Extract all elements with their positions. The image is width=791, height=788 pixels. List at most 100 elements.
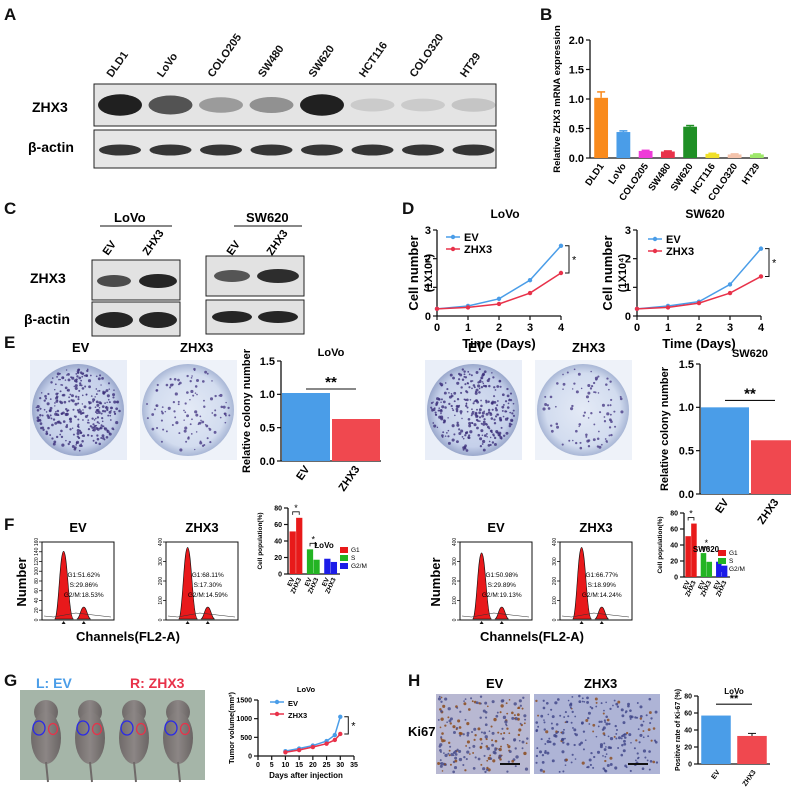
colony — [54, 421, 58, 425]
colony — [506, 417, 509, 420]
colony — [460, 412, 462, 415]
data-point — [758, 274, 764, 279]
colony — [203, 399, 205, 402]
colony — [587, 417, 590, 419]
y-tick-label: 20 — [684, 744, 692, 751]
ihc-nucleus — [608, 722, 611, 726]
ihc-nucleus — [637, 757, 639, 760]
y-tick-label: 300 — [158, 557, 164, 566]
colony — [50, 417, 53, 420]
colony — [470, 414, 473, 417]
ihc-nucleus — [490, 725, 493, 728]
colony — [115, 407, 119, 411]
colony — [479, 444, 483, 448]
ihc-nucleus — [647, 735, 650, 738]
colony — [193, 369, 196, 372]
y-tick-label: 100 — [34, 567, 40, 576]
colony — [501, 405, 505, 409]
cycle-stat: G1:68.11% — [192, 572, 224, 579]
c-lovo-title: LoVo — [114, 210, 146, 225]
ihc-nucleus — [574, 715, 577, 718]
ihc-nucleus — [641, 767, 645, 771]
colony — [40, 392, 43, 394]
ihc-nucleus — [517, 733, 521, 737]
ihc-nucleus — [617, 736, 621, 740]
ihc-nucleus — [475, 701, 479, 705]
y-axis-label: Cell population(%) — [657, 516, 664, 573]
h-zhx3-label: ZHX3 — [584, 676, 617, 691]
ihc-nucleus — [648, 711, 652, 715]
ihc-nucleus — [648, 768, 651, 771]
ihc-nucleus — [440, 696, 443, 699]
colony — [431, 409, 434, 412]
colony — [481, 434, 484, 437]
ihc-nucleus — [477, 727, 481, 731]
colony — [480, 429, 484, 433]
legend-label: S — [729, 558, 734, 565]
colony — [610, 433, 613, 437]
ihc-nucleus — [578, 694, 581, 698]
ihc-nucleus — [497, 731, 500, 734]
colony — [92, 429, 94, 432]
ihc-nucleus — [491, 731, 495, 735]
colony — [197, 423, 200, 426]
significance-mark: * — [312, 534, 316, 544]
peak-marker — [61, 621, 66, 624]
ihc-nucleus — [604, 759, 607, 763]
a-lane-label: SW620 — [307, 43, 338, 79]
ihc-nucleus — [609, 756, 613, 760]
colony — [206, 437, 209, 440]
colony — [100, 412, 103, 415]
colony — [78, 449, 81, 452]
ihc-nucleus — [542, 706, 546, 710]
colony — [556, 425, 560, 429]
colony — [480, 404, 483, 408]
y-tick-label: 1 — [625, 282, 631, 294]
ihc-nucleus — [444, 753, 448, 758]
colony — [162, 428, 165, 431]
colony — [186, 374, 189, 378]
colony — [58, 378, 60, 381]
colony — [104, 427, 108, 431]
colony — [39, 407, 42, 410]
colony — [501, 409, 504, 412]
legend-marker — [274, 711, 280, 717]
ihc-nucleus — [605, 746, 607, 748]
x-tick-label: 5 — [270, 762, 274, 769]
colony — [452, 409, 455, 412]
b-bar — [727, 154, 742, 158]
colony — [509, 392, 513, 395]
colony — [82, 409, 84, 411]
colony — [502, 403, 505, 406]
ihc-nucleus — [535, 721, 539, 724]
cycle-stat: S:29.89% — [488, 582, 516, 589]
y-tick-label: 0 — [278, 571, 282, 578]
ihc-nucleus — [485, 738, 488, 741]
ihc-nucleus — [541, 753, 545, 757]
ihc-nucleus — [484, 723, 488, 727]
colony — [199, 441, 203, 445]
colony — [83, 405, 87, 409]
a-lane-label: DLD1 — [105, 49, 131, 79]
colony — [81, 403, 84, 405]
colony — [606, 377, 609, 380]
chart-title: SW620 — [685, 207, 725, 221]
colony — [447, 441, 451, 445]
ihc-nucleus — [464, 718, 467, 721]
ihc-nucleus — [538, 750, 543, 754]
colony — [151, 413, 155, 416]
colony — [587, 391, 591, 395]
g1-peak — [472, 552, 492, 620]
colony — [592, 438, 596, 442]
colony — [572, 439, 574, 442]
a-actin-band — [402, 144, 444, 156]
ihc-nucleus — [605, 701, 607, 704]
ihc-nucleus — [571, 753, 574, 756]
colony — [50, 381, 53, 384]
colony — [67, 372, 70, 376]
colony — [105, 436, 109, 439]
colony — [95, 400, 99, 404]
ihc-nucleus — [648, 750, 651, 753]
colony — [603, 416, 606, 418]
colony — [83, 374, 86, 377]
